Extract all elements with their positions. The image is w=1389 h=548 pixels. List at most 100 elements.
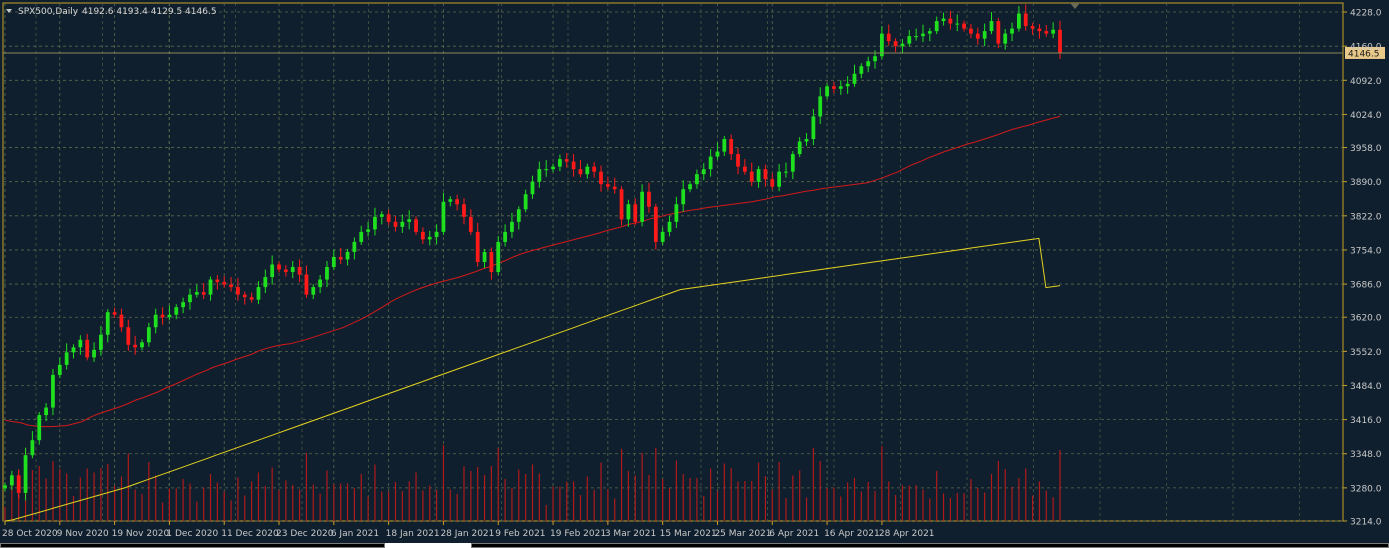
candle-body	[599, 171, 603, 185]
candle-body	[742, 166, 747, 172]
candle-body	[770, 179, 775, 187]
candle-body	[989, 21, 994, 32]
y-tick-label: 4092.0	[1350, 77, 1382, 87]
candle-body	[578, 169, 583, 175]
x-tick-label: 28 Apr 2021	[879, 529, 935, 539]
candle-body	[866, 61, 871, 67]
candle-body	[811, 116, 816, 140]
candle-body	[516, 209, 521, 222]
candle-body	[393, 221, 398, 227]
candle-body	[975, 33, 980, 39]
moving-averages	[4, 115, 1061, 522]
candle-body	[838, 86, 843, 89]
candle-body	[352, 241, 357, 252]
candle-body	[236, 287, 240, 295]
y-tick-label: 3754.0	[1350, 246, 1382, 256]
candle-body	[174, 307, 179, 315]
candle-body	[37, 415, 42, 441]
candle-body	[736, 154, 740, 167]
x-tick-label: 6 Apr 2021	[769, 529, 819, 539]
candle-body	[318, 279, 323, 288]
candle-body	[57, 364, 62, 375]
candle-body	[982, 31, 987, 39]
candle-body	[612, 186, 617, 190]
symbol-label: SPX500,Daily	[18, 7, 79, 17]
candle-body	[256, 287, 261, 300]
candle-body	[996, 21, 1001, 44]
y-tick-label: 3890.0	[1350, 178, 1382, 188]
ohlc-readout: 4192.6 4193.4 4129.5 4146.5	[82, 7, 217, 17]
candle-body	[873, 56, 877, 62]
candle-body	[112, 312, 117, 315]
candle-body	[729, 139, 734, 155]
y-tick-label: 3620.0	[1350, 314, 1382, 324]
candle-body	[749, 171, 754, 182]
chart-header: SPX500,Daily 4192.6 4193.4 4129.5 4146.5	[6, 3, 1080, 17]
candle-body	[544, 169, 549, 171]
x-tick-label: 3 Mar 2021	[605, 529, 656, 539]
candle-body	[1051, 29, 1056, 34]
candle-body	[475, 231, 480, 262]
candle-body	[674, 204, 679, 222]
candle-body	[496, 241, 501, 273]
y-tick-label: 3416.0	[1350, 416, 1382, 426]
y-tick-label: 3958.0	[1350, 144, 1382, 154]
candle-body	[510, 221, 514, 232]
candle-body	[941, 18, 946, 22]
shift-marker-icon[interactable]	[1070, 3, 1080, 9]
candle-body	[455, 199, 460, 205]
candle-body	[558, 159, 562, 167]
candle-body	[825, 86, 829, 97]
candle-body	[30, 440, 35, 456]
candle-body	[160, 314, 165, 318]
candle-body	[277, 264, 281, 270]
candle-body	[448, 199, 453, 202]
x-tick-label: 28 Oct 2020	[2, 529, 58, 539]
candle-body	[818, 96, 823, 117]
candle-body	[421, 231, 425, 240]
candle-body	[537, 169, 542, 182]
candle-body	[414, 219, 418, 232]
candle-body	[270, 264, 275, 278]
y-tick-label: 3484.0	[1350, 382, 1382, 392]
collapse-arrow-icon[interactable]	[6, 9, 12, 13]
candle-body	[85, 339, 90, 358]
candle-body	[427, 236, 432, 240]
candle-body	[647, 191, 651, 207]
candle-body	[797, 141, 802, 155]
candle-body	[325, 267, 329, 280]
x-tick-label: 1 Dec 2020	[166, 529, 218, 539]
y-tick-label: 4228.0	[1350, 9, 1382, 19]
candle-body	[345, 251, 350, 260]
candle-body	[571, 161, 576, 170]
last-price-label: 4146.5	[1348, 49, 1380, 59]
candle-body	[188, 294, 192, 303]
candle-body	[907, 36, 912, 44]
plot-frame	[2, 2, 1344, 522]
candle-body	[969, 28, 973, 34]
candle-body	[592, 166, 597, 172]
candle-body	[242, 294, 247, 298]
candle-body	[585, 166, 590, 175]
candle-body	[886, 33, 891, 42]
candle-body	[1023, 13, 1028, 27]
candle-body	[777, 171, 782, 187]
candle-body	[927, 31, 932, 34]
candle-body	[503, 231, 507, 242]
y-tick-label: 3552.0	[1350, 348, 1382, 358]
candle-body	[92, 349, 96, 358]
candle-body	[653, 206, 658, 242]
candle-body	[99, 334, 103, 350]
candle-body	[140, 342, 144, 348]
price-axis[interactable]: 4228.0 4160.0 4092.0 4024.0 3958.0 3890.0 3822…	[1343, 9, 1382, 528]
x-tick-label: 25 Mar 2021	[714, 529, 771, 539]
candle-body	[441, 201, 446, 232]
candle-body	[701, 169, 706, 175]
candle-body	[153, 314, 158, 328]
candle-body	[1044, 31, 1049, 34]
candle-body	[359, 231, 364, 242]
candle-body	[893, 41, 898, 47]
